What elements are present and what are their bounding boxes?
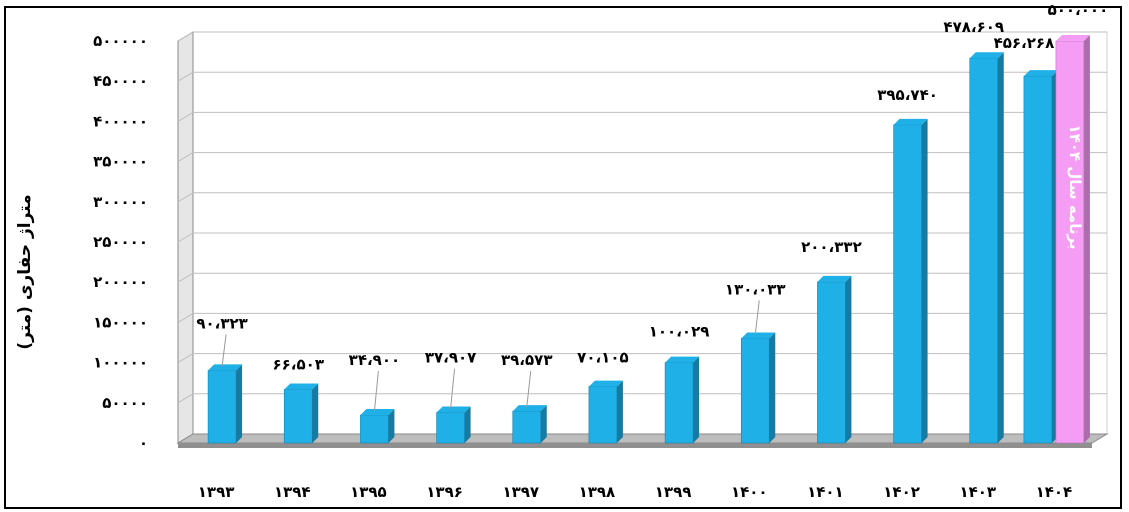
y-tick-label: ۲۰۰۰۰۰ [93, 273, 148, 291]
y-tick-label: ۳۵۰۰۰۰ [93, 153, 148, 171]
x-tick-label: ۱۴۰۴ [1036, 483, 1073, 501]
data-label: ۳۹،۵۷۳ [501, 351, 552, 369]
x-tick-label: ۱۴۰۳ [959, 483, 996, 501]
data-label: ۴۵۶،۲۶۸ [994, 34, 1055, 52]
x-tick-label: ۱۳۹۹ [655, 483, 692, 501]
y-axis-label: متراژ حفاری (متر) [15, 194, 35, 349]
bar [893, 118, 928, 444]
x-tick-label: ۱۴۰۲ [883, 483, 920, 501]
y-tick-label: ۴۰۰۰۰۰ [93, 112, 148, 130]
data-label: ۴۷۸،۶۰۹ [943, 18, 1004, 36]
data-label: ۳۴،۹۰۰ [349, 351, 400, 369]
bar [1023, 70, 1058, 444]
bar [969, 52, 1004, 444]
gridlines [177, 31, 1107, 404]
bar [360, 408, 395, 444]
bar [436, 406, 471, 444]
y-tick-label: ۳۰۰۰۰۰ [93, 193, 148, 211]
data-label: ۷۰،۱۰۵ [577, 349, 628, 367]
x-tick-label: ۱۳۹۵ [350, 483, 387, 501]
y-tick-label: ۴۵۰۰۰۰ [93, 72, 148, 90]
x-tick-label: ۱۳۹۳ [198, 483, 235, 501]
x-tick-label: ۱۳۹۶ [426, 483, 463, 501]
x-tick-label: ۱۴۰۰ [731, 483, 768, 501]
x-tick-label: ۱۴۰۱ [807, 483, 844, 501]
y-tick-label: ۱۰۰۰۰۰ [93, 354, 148, 372]
bar [817, 275, 852, 444]
y-tick-label: ۲۵۰۰۰۰ [93, 233, 148, 251]
data-label: ۲۰۰،۳۳۲ [801, 238, 862, 256]
plan-bar [1055, 35, 1090, 444]
axis-ticks: ۰ ۵۰۰۰۰ ۱۰۰۰۰۰ ۱۵۰۰۰۰ ۲۰۰۰۰۰ ۲۵۰۰۰۰ ۳۰۰۰۰۰ ۳۵۰۰… [93, 32, 1072, 501]
data-label: ۶۶،۵۰۳ [273, 356, 324, 374]
x-tick-label: ۱۳۹۸ [579, 483, 616, 501]
plan-bar-label: برنامه سال ۱۴۰۴ [1066, 124, 1084, 249]
bar [588, 380, 623, 444]
data-label: ۱۰۰،۰۲۹ [649, 323, 710, 341]
bar [664, 356, 700, 444]
data-label: ۵۰۰،۰۰۰ [1048, 1, 1109, 19]
data-labels: ۹۰،۳۲۳ ۶۶،۵۰۳ ۳۴،۹۰۰ ۳۷،۹۰۷ ۳۹،۵۷۳ ۷۰،۱۰۵ ۱۰۰،… [196, 1, 1108, 411]
bar [207, 364, 243, 444]
bars [207, 35, 1090, 444]
x-tick-label: ۱۳۹۷ [502, 483, 539, 501]
y-tick-label: ۵۰۰۰۰ [102, 394, 148, 412]
y-tick-label: ۱۵۰۰۰۰ [93, 313, 148, 331]
data-label: ۳۹۵،۷۴۰ [877, 86, 938, 104]
data-label: ۹۰،۳۲۳ [196, 314, 247, 332]
bar [740, 332, 776, 444]
y-tick-label: ۵۰۰۰۰۰ [93, 32, 148, 50]
y-tick-label: ۰ [139, 434, 148, 452]
bar [283, 383, 319, 444]
data-label: ۳۷،۹۰۷ [425, 349, 476, 367]
bar [512, 405, 547, 444]
x-tick-label: ۱۳۹۴ [274, 483, 311, 501]
data-label: ۱۳۰،۰۳۳ [725, 280, 786, 298]
